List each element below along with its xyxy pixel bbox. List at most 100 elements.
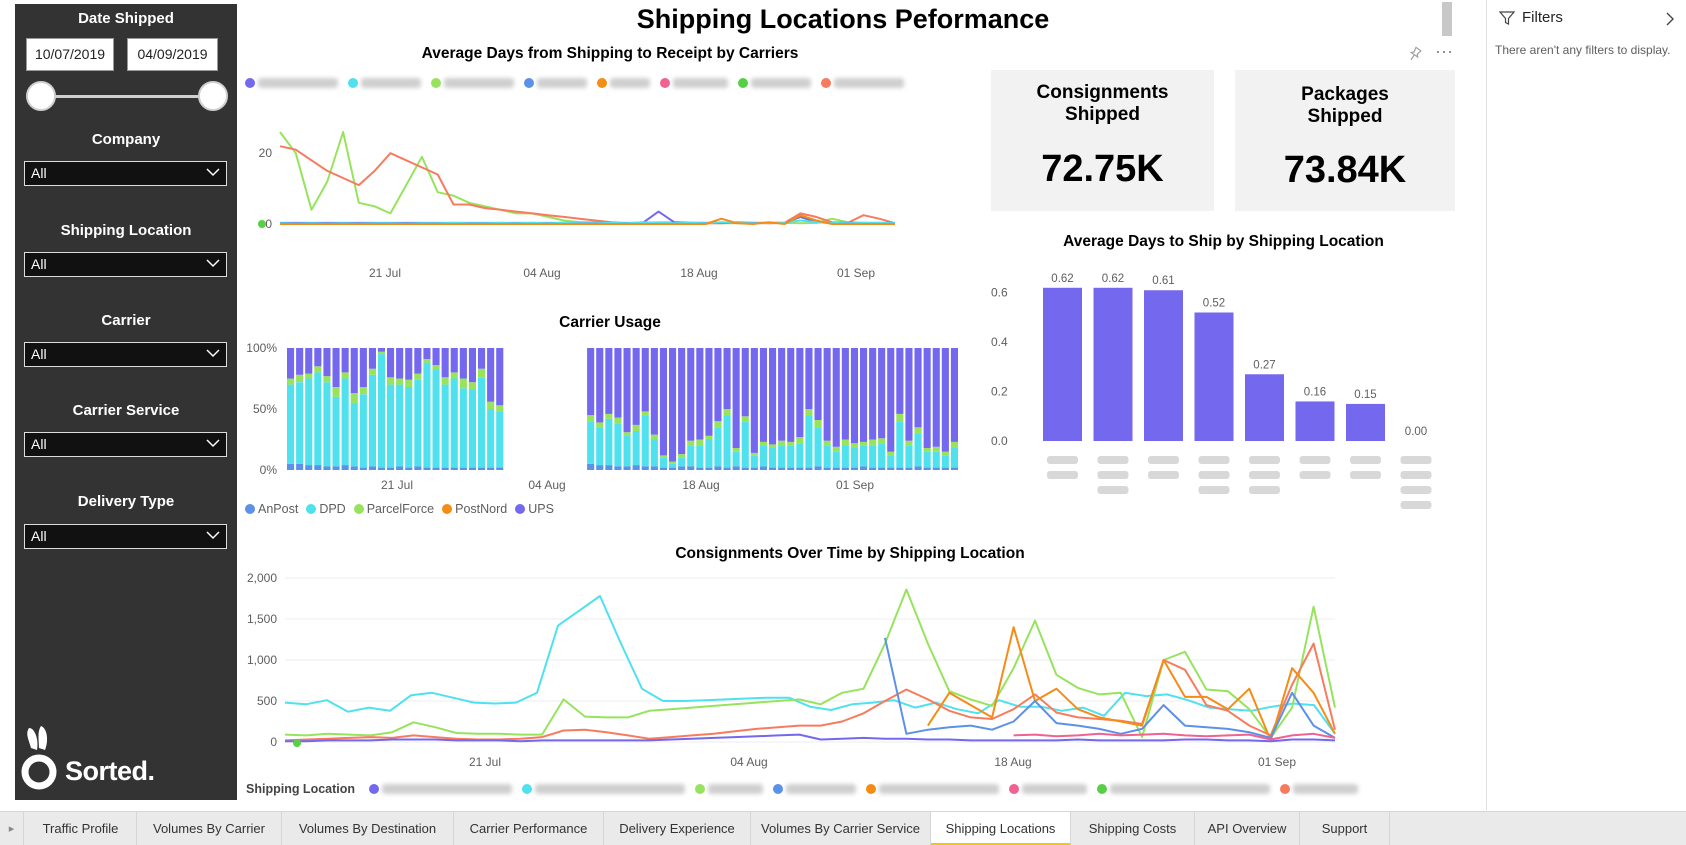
- ups-segment: [860, 348, 868, 442]
- data-label: 0.16: [1304, 386, 1326, 398]
- parcelforce-segment: [450, 372, 458, 379]
- parcelforce-segment: [659, 455, 667, 458]
- filter-icon: [1499, 11, 1515, 25]
- ups-segment: [441, 348, 449, 378]
- series-point: [258, 220, 266, 228]
- legend-marker: [1097, 784, 1108, 794]
- carrier-service-dropdown-value: All: [31, 436, 47, 452]
- legend-label-redacted: [1110, 784, 1271, 794]
- ups-segment: [814, 348, 822, 420]
- anpost-segment: [496, 467, 504, 470]
- date-range-track[interactable]: [42, 95, 212, 98]
- parcelforce-segment: [705, 435, 713, 440]
- legend-marker: [597, 78, 607, 88]
- more-options-icon[interactable]: ⋯: [1435, 42, 1453, 62]
- dpd-segment: [368, 374, 376, 467]
- packages-kpi-label: Packages Shipped: [1301, 84, 1389, 127]
- tab-carrier-performance[interactable]: Carrier Performance: [454, 812, 604, 845]
- shipping-location-dropdown[interactable]: All: [24, 252, 227, 277]
- anpost-segment: [377, 467, 385, 470]
- consignments-over-time-legend: Shipping Location: [246, 782, 1368, 796]
- dpd-segment: [323, 382, 331, 467]
- dpd-segment: [478, 377, 486, 468]
- ups-segment: [496, 348, 504, 406]
- anpost-segment: [632, 465, 640, 470]
- bar: [1194, 312, 1234, 441]
- start-date-input[interactable]: 10/07/2019: [26, 38, 114, 71]
- dpd-segment: [805, 415, 813, 468]
- legend-label-redacted: [673, 78, 728, 88]
- legend-marker: [660, 78, 670, 88]
- ups-segment: [623, 348, 631, 433]
- ups-segment: [459, 348, 467, 379]
- parcelforce-segment: [841, 439, 849, 446]
- legend-label: ParcelForce: [366, 502, 435, 516]
- legend-marker: [306, 504, 317, 514]
- carrier-dropdown[interactable]: All: [24, 342, 227, 367]
- anpost-segment: [478, 467, 486, 470]
- dpd-segment: [623, 435, 631, 467]
- ups-segment: [368, 348, 376, 369]
- end-date-input[interactable]: 04/09/2019: [127, 38, 218, 71]
- parcelforce-segment: [896, 413, 904, 422]
- tab-api-overview[interactable]: API Overview: [1195, 812, 1300, 845]
- anpost-segment: [860, 466, 868, 470]
- tab-volumes-by-destination[interactable]: Volumes By Destination: [282, 812, 454, 845]
- tab-shipping-costs[interactable]: Shipping Costs: [1071, 812, 1195, 845]
- parcelforce-segment: [741, 416, 749, 422]
- ups-segment: [823, 348, 831, 441]
- dpd-segment: [869, 445, 877, 468]
- anpost-segment: [359, 467, 367, 470]
- brand-name: Sorted.: [65, 756, 155, 786]
- dpd-segment: [941, 455, 949, 468]
- legend-label-redacted: [361, 78, 421, 88]
- parcelforce-segment: [887, 451, 895, 456]
- dpd-segment: [914, 433, 922, 467]
- tab-traffic-profile[interactable]: Traffic Profile: [25, 812, 137, 845]
- packages-kpi-card: Packages Shipped 73.84K: [1235, 70, 1455, 211]
- anpost-segment: [368, 466, 376, 470]
- date-range-start-handle[interactable]: [26, 81, 56, 111]
- x-tick-label: 01 Sep: [1258, 755, 1296, 769]
- tab-volumes-by-carrier[interactable]: Volumes By Carrier: [137, 812, 282, 845]
- vertical-scrollbar[interactable]: [1442, 2, 1452, 36]
- parcelforce-segment: [396, 378, 404, 385]
- dpd-segment: [641, 415, 649, 467]
- delivery-type-dropdown[interactable]: All: [24, 524, 227, 549]
- tab-scroll-left-icon[interactable]: ▸: [0, 812, 24, 845]
- ups-segment: [432, 348, 440, 366]
- tab-volumes-by-carrier-service[interactable]: Volumes By Carrier Service: [751, 812, 931, 845]
- parcelforce-segment: [932, 446, 940, 452]
- ups-segment: [478, 348, 486, 369]
- date-range-end-handle[interactable]: [198, 81, 228, 111]
- chevron-right-icon[interactable]: [1665, 12, 1675, 26]
- dpd-segment: [769, 448, 777, 468]
- anpost-segment: [932, 467, 940, 470]
- dpd-segment: [778, 445, 786, 468]
- anpost-segment: [887, 467, 895, 470]
- pin-icon[interactable]: [1407, 46, 1423, 65]
- y-tick-label: 500: [257, 694, 277, 708]
- carrier-service-dropdown[interactable]: All: [24, 432, 227, 457]
- tab-support[interactable]: Support: [1300, 812, 1390, 845]
- anpost-segment: [423, 467, 431, 470]
- ups-segment: [805, 348, 813, 409]
- tab-shipping-locations[interactable]: Shipping Locations: [931, 812, 1071, 845]
- bar: [1346, 403, 1385, 441]
- parcelforce-segment: [614, 417, 622, 424]
- dpd-segment: [441, 384, 449, 468]
- data-label: 0.00: [1405, 426, 1427, 438]
- ups-segment: [296, 348, 304, 375]
- series-line: [285, 733, 1336, 743]
- dpd-segment: [860, 445, 868, 467]
- ups-segment: [359, 348, 367, 387]
- ups-segment: [341, 348, 349, 373]
- chevron-down-icon: [206, 439, 220, 448]
- filters-pane-title: Filters: [1522, 9, 1563, 26]
- tab-delivery-experience[interactable]: Delivery Experience: [604, 812, 751, 845]
- dpd-segment: [405, 387, 413, 468]
- ups-segment: [841, 348, 849, 440]
- avg-days-to-ship-title: Average Days to Ship by Shipping Locatio…: [1063, 233, 1384, 250]
- company-dropdown[interactable]: All: [24, 161, 227, 186]
- category-label-redacted: [1400, 486, 1432, 494]
